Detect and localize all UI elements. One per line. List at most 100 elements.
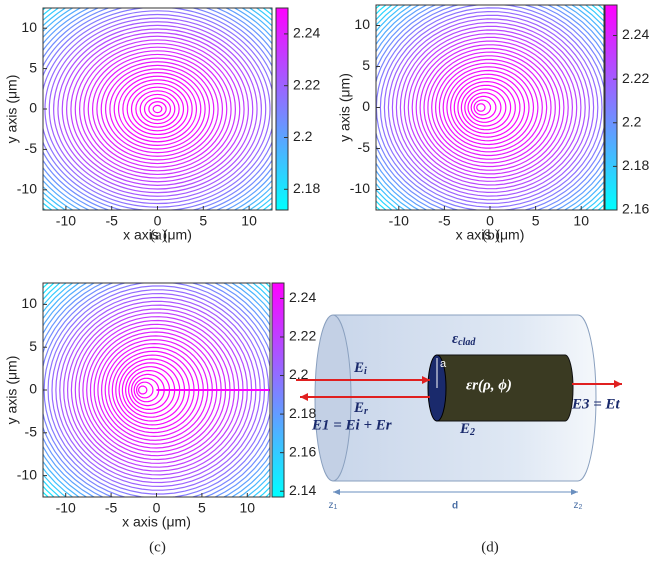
contour-line bbox=[387, 14, 595, 201]
contour-plot: -10 -5 0 5 10 -10 -5 0 5 10 x axis (μm) y axis (μm)… bbox=[337, 4, 649, 243]
x-tick-label: 10 bbox=[573, 213, 589, 229]
x-tick-label: 0 bbox=[153, 500, 161, 516]
y-tick-label: 10 bbox=[21, 19, 37, 35]
label: Ei bbox=[353, 360, 367, 377]
y-axis-label: y axis (μm) bbox=[4, 75, 20, 144]
contour-line bbox=[415, 40, 565, 175]
label: εr(ρ, ϕ) bbox=[466, 377, 512, 393]
colorbar bbox=[275, 7, 289, 211]
y-tick-label: 5 bbox=[29, 59, 37, 75]
colorbar-tick-label: 2.18 bbox=[293, 180, 320, 196]
contour-line bbox=[70, 308, 244, 472]
x-axis-label: x axis (μm) bbox=[456, 227, 525, 243]
contour-line bbox=[66, 32, 249, 186]
contour-line bbox=[133, 377, 160, 403]
contour-line bbox=[96, 57, 219, 161]
colorbar-tick-label: 2.18 bbox=[289, 405, 316, 421]
colorbar-tick-label: 2.2 bbox=[289, 366, 309, 382]
contour-line bbox=[395, 21, 586, 194]
colorbar-tick-label: 2.24 bbox=[622, 26, 649, 42]
contour-line bbox=[44, 13, 271, 205]
text: E bbox=[459, 421, 470, 437]
contour-line bbox=[48, 17, 267, 201]
y-tick-label: -10 bbox=[350, 180, 370, 196]
caption: (b) bbox=[482, 227, 500, 243]
x-tick-label: -5 bbox=[105, 213, 118, 229]
contours bbox=[43, 283, 270, 497]
text: clad bbox=[458, 337, 476, 348]
y-tick-label: 10 bbox=[354, 16, 370, 32]
contour-line bbox=[376, 5, 604, 210]
core bbox=[436, 354, 574, 422]
contour-line bbox=[113, 72, 202, 146]
contour-line bbox=[376, 5, 604, 210]
contour-line bbox=[391, 18, 590, 197]
contour-line bbox=[431, 55, 548, 160]
text: 2 bbox=[579, 504, 583, 511]
y-tick-label: -5 bbox=[25, 140, 38, 156]
y-tick-label: 5 bbox=[362, 57, 370, 73]
colorbar-tick-label: 2.24 bbox=[293, 25, 320, 41]
y-tick-label: 0 bbox=[29, 100, 37, 116]
colorbar bbox=[604, 4, 618, 211]
contour-line bbox=[43, 8, 272, 210]
text: i bbox=[364, 366, 367, 377]
contour-line bbox=[442, 66, 535, 149]
y-axis-label: y axis (μm) bbox=[4, 356, 20, 425]
contour-line bbox=[104, 342, 204, 438]
contour-line bbox=[427, 51, 552, 164]
contour-line bbox=[449, 73, 526, 142]
contour-line bbox=[438, 62, 539, 153]
contour-line bbox=[376, 5, 604, 210]
contour-line bbox=[148, 101, 167, 117]
contour-line bbox=[53, 21, 262, 197]
colorbar-tick-label: 2.2 bbox=[622, 113, 642, 129]
contour-line bbox=[89, 327, 222, 453]
contour-line bbox=[57, 24, 258, 194]
contour-line bbox=[111, 350, 195, 430]
contour-line bbox=[407, 33, 573, 182]
contour-line bbox=[78, 42, 237, 176]
contour-line bbox=[86, 323, 227, 457]
x-tick-label: -10 bbox=[56, 213, 76, 229]
label: a bbox=[440, 358, 447, 370]
contour-line bbox=[139, 93, 176, 125]
contour-line bbox=[109, 68, 206, 150]
contour-line bbox=[43, 8, 272, 210]
contour-line bbox=[118, 358, 186, 422]
contour-line bbox=[117, 75, 198, 143]
contour-line bbox=[43, 8, 272, 210]
contour-line bbox=[104, 64, 211, 154]
contour-line bbox=[70, 35, 245, 183]
contour-line bbox=[457, 80, 516, 135]
y-tick-label: 0 bbox=[362, 98, 370, 114]
y-tick-label: 10 bbox=[21, 295, 37, 311]
x-tick-label: -5 bbox=[105, 500, 118, 516]
contour-line bbox=[135, 90, 180, 128]
x-tick-label: -10 bbox=[389, 213, 409, 229]
y-tick-label: -5 bbox=[358, 139, 371, 155]
contour-line bbox=[66, 304, 248, 476]
x-tick-label: 10 bbox=[240, 500, 256, 516]
arrow-head bbox=[422, 376, 430, 384]
contour-line bbox=[403, 29, 578, 186]
x-tick-label: 5 bbox=[199, 213, 207, 229]
colorbar-tick-label: 2.18 bbox=[622, 157, 649, 173]
label: E2 bbox=[459, 421, 475, 438]
x-tick-label: -5 bbox=[438, 213, 451, 229]
contour-line bbox=[91, 53, 224, 165]
contour-line bbox=[464, 88, 507, 127]
contour-line bbox=[446, 69, 530, 146]
contour-line bbox=[74, 39, 241, 179]
y-tick-label: 0 bbox=[29, 381, 37, 397]
contour-line bbox=[130, 86, 185, 132]
contour-line bbox=[460, 84, 512, 131]
label: εclad bbox=[452, 331, 476, 348]
y-axis-label: y axis (μm) bbox=[337, 73, 353, 142]
x-tick-label: 10 bbox=[241, 213, 257, 229]
label: d bbox=[452, 501, 458, 512]
x-axis-label: x axis (μm) bbox=[123, 227, 192, 243]
x-tick-label: 0 bbox=[486, 213, 494, 229]
contour-line bbox=[61, 28, 254, 190]
